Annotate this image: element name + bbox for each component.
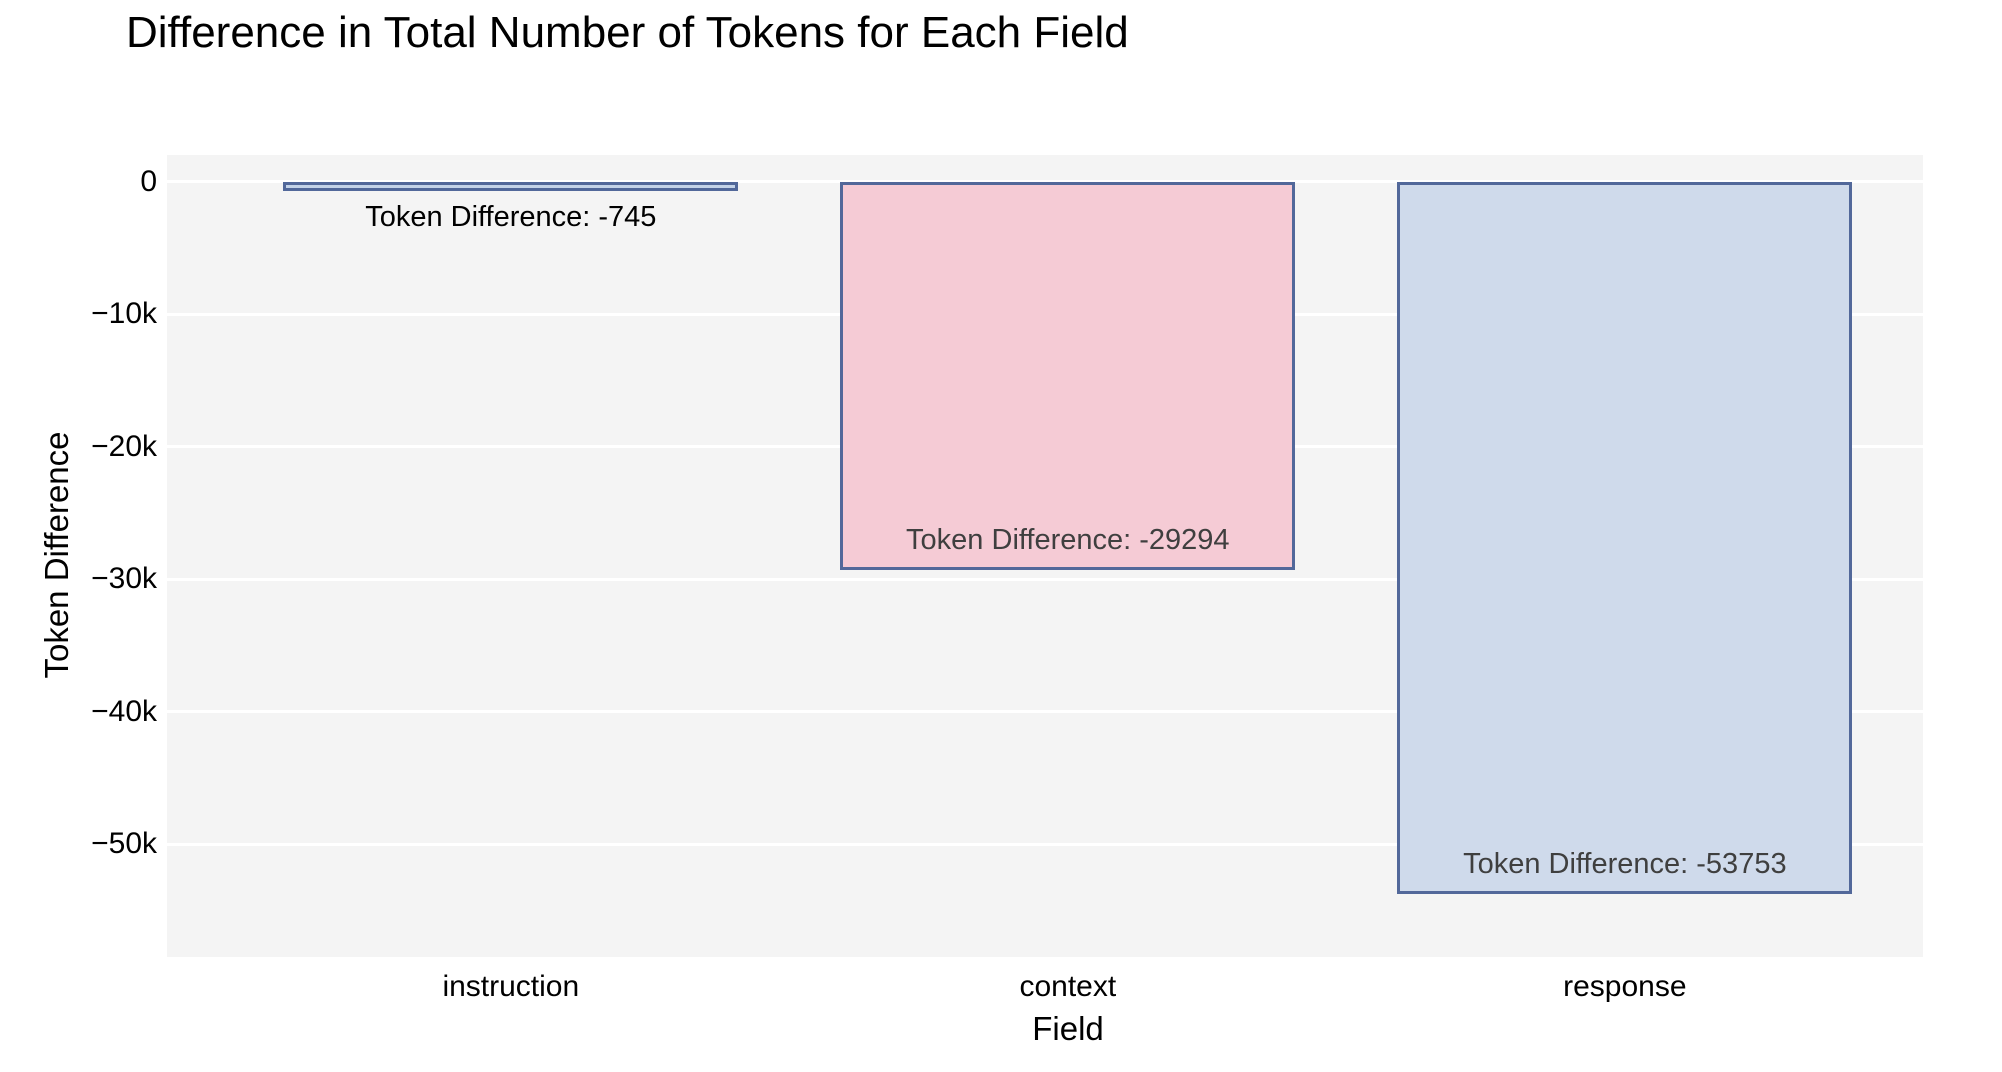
y-axis-title: Token Difference bbox=[38, 431, 75, 679]
bar-instruction[interactable] bbox=[283, 181, 739, 192]
bar-value-label: Token Difference: -745 bbox=[365, 201, 657, 234]
x-tick-label-context: context bbox=[1019, 970, 1117, 1003]
bar-value-label: Token Difference: -29294 bbox=[906, 523, 1230, 556]
y-tick-label: −50k bbox=[91, 827, 157, 861]
bar-context[interactable] bbox=[840, 181, 1296, 570]
bar-value-label: Token Difference: -53753 bbox=[1463, 848, 1787, 881]
y-grid-line bbox=[167, 842, 1923, 846]
x-tick-label-response: response bbox=[1563, 970, 1687, 1003]
y-tick-label: −30k bbox=[91, 562, 157, 596]
y-tick-label: −10k bbox=[91, 297, 157, 331]
y-tick-label: 0 bbox=[140, 164, 157, 198]
y-grid-line bbox=[167, 577, 1923, 581]
y-tick-label: −20k bbox=[91, 429, 157, 463]
x-tick-label-instruction: instruction bbox=[442, 970, 580, 1003]
y-tick-label: −40k bbox=[91, 694, 157, 728]
plot-area[interactable]: Token Difference: -745 Token Difference: … bbox=[167, 155, 1923, 957]
chart-title: Difference in Total Number of Tokens for… bbox=[126, 8, 1129, 57]
x-axis-title: Field bbox=[1032, 1010, 1104, 1047]
y-grid-line bbox=[167, 710, 1923, 714]
bar-response[interactable] bbox=[1397, 181, 1853, 895]
